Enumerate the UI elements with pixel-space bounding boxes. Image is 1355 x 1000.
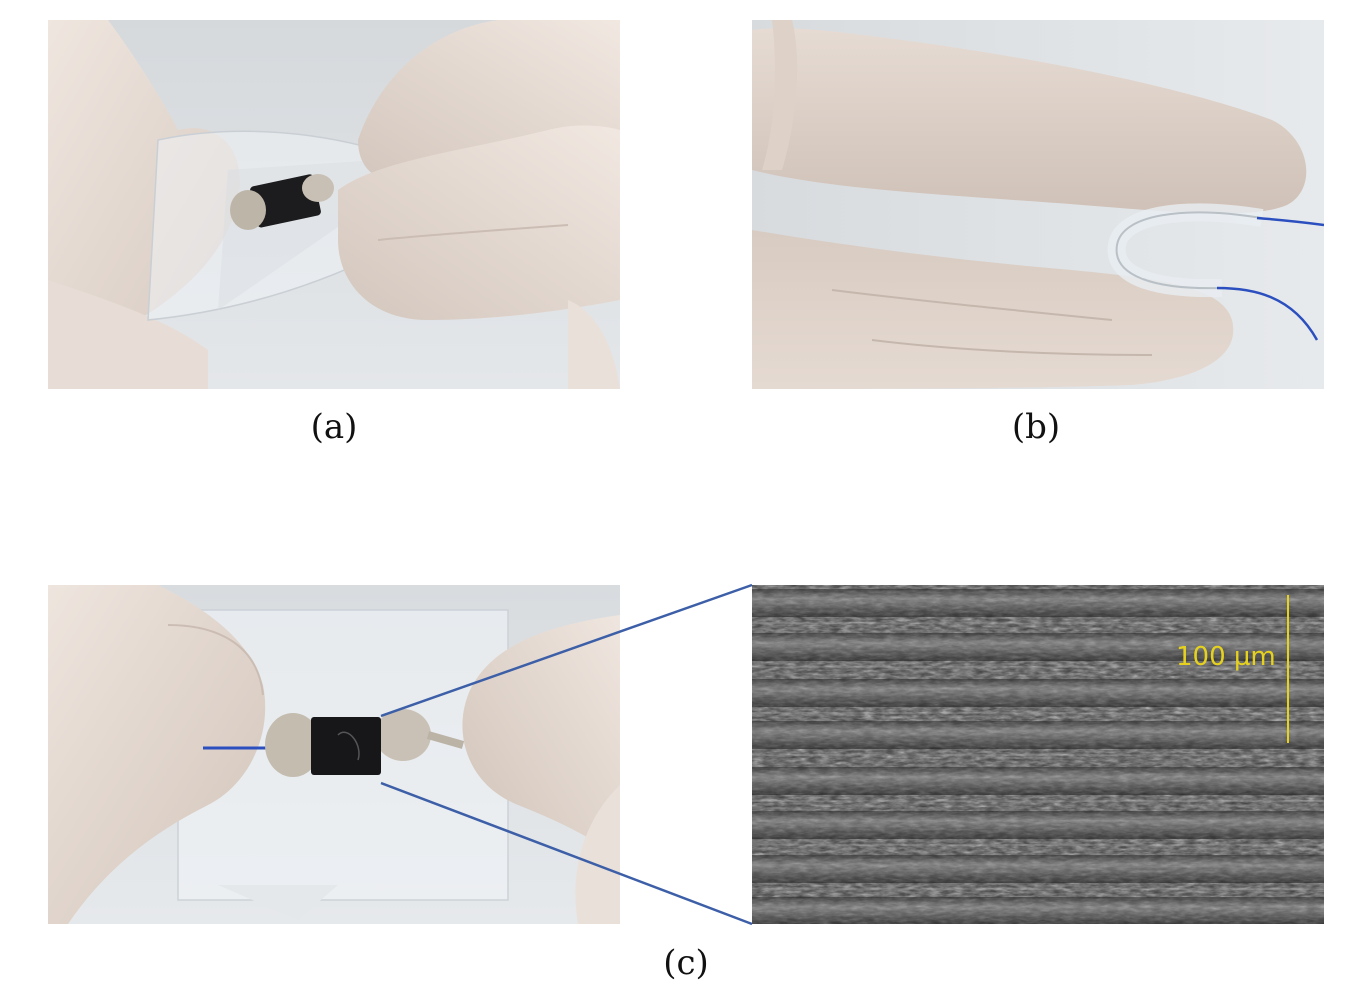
- sem-ridge-band: [752, 721, 1324, 749]
- panel-label-c: (c): [663, 943, 709, 983]
- sem-ridge-band: [752, 589, 1324, 617]
- photo-panel-c: [48, 585, 620, 924]
- sem-ridge-band: [752, 679, 1324, 707]
- sem-micrograph: 100 µm: [752, 585, 1324, 924]
- sem-ridge-band: [752, 897, 1324, 924]
- photo-panel-b: [752, 20, 1324, 389]
- panel-label-b: (b): [1011, 407, 1061, 447]
- photo-a-illustration: [48, 20, 620, 389]
- sem-ridge-band: [752, 633, 1324, 661]
- photo-b-illustration: [752, 20, 1324, 389]
- sem-scale-label: 100 µm: [1176, 642, 1276, 672]
- panel-label-a: (a): [310, 407, 358, 447]
- sem-ridge-band: [752, 855, 1324, 883]
- photo-panel-a: [48, 20, 620, 389]
- sem-ridge-band: [752, 767, 1324, 795]
- sem-ridge-band: [752, 811, 1324, 839]
- photo-c-illustration: [48, 585, 620, 924]
- sem-texture: 100 µm: [752, 585, 1324, 924]
